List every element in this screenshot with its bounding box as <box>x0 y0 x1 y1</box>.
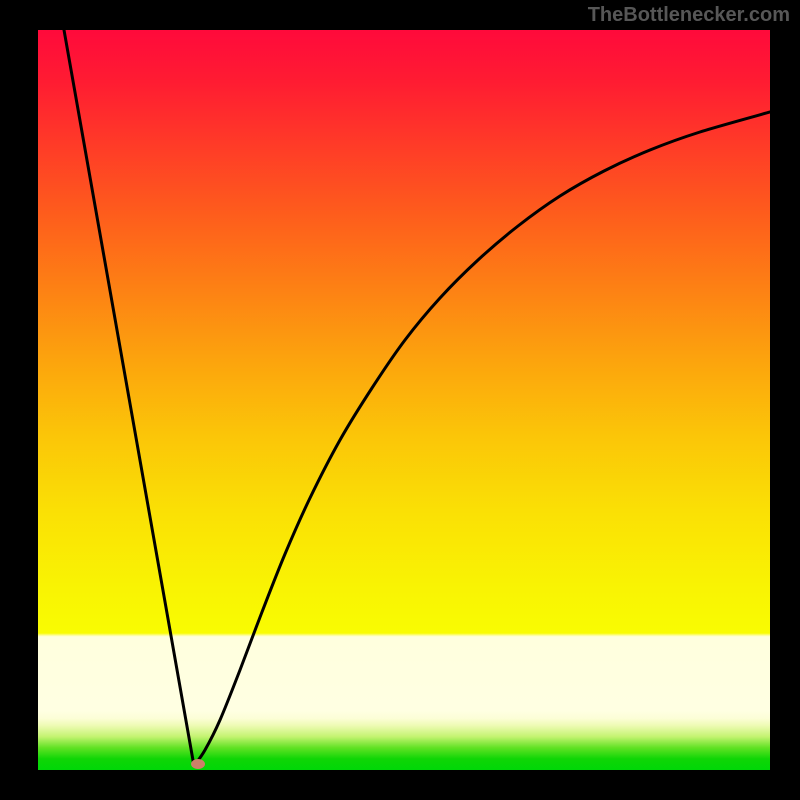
chart-container: TheBottlenecker.com <box>0 0 800 800</box>
minimum-marker <box>191 759 205 769</box>
bottleneck-chart <box>0 0 800 800</box>
plot-background <box>38 30 770 770</box>
watermark-text: TheBottlenecker.com <box>588 4 790 27</box>
